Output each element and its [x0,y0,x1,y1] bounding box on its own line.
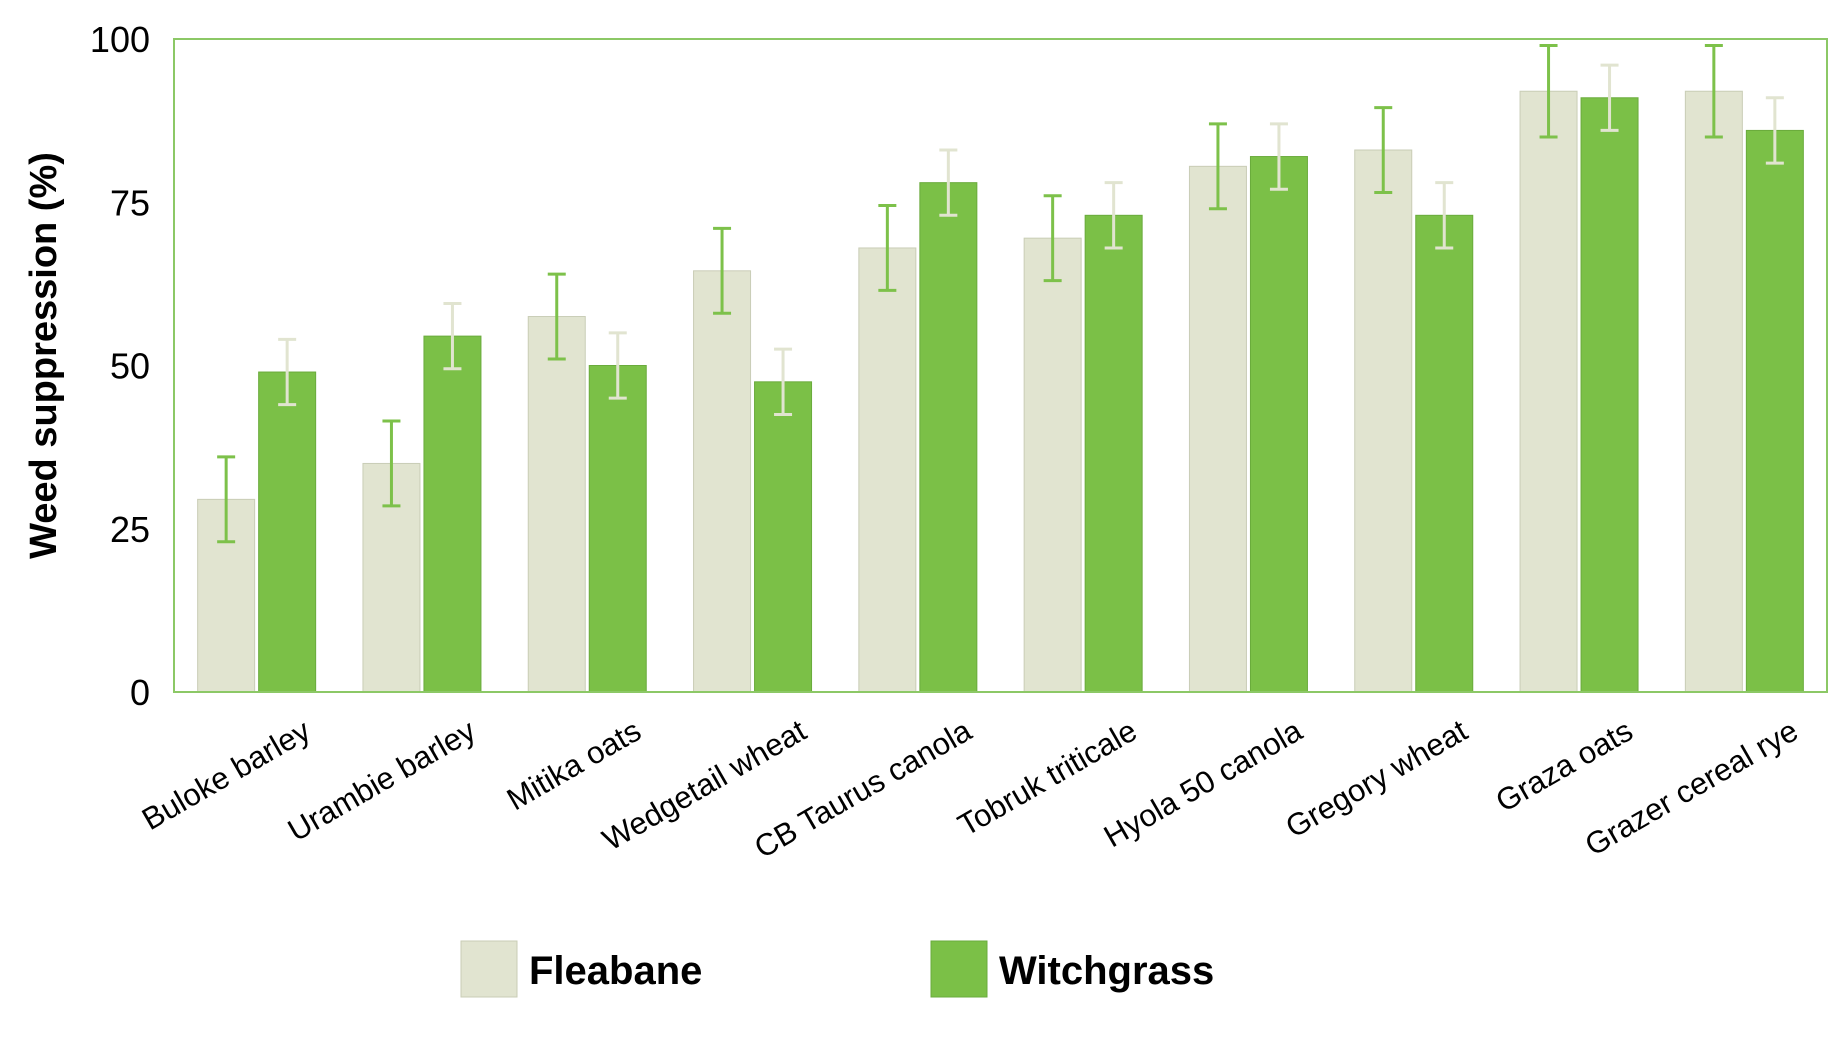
bar-fleabane [1684,90,1743,693]
error-bar-witchgrass [1104,181,1123,250]
error-bar-fleabane [878,204,897,292]
error-bar-witchgrass [443,301,462,371]
legend-swatch-fleabane [460,940,518,998]
error-bar-witchgrass [608,331,627,400]
legend-swatch-witchgrass [930,940,988,998]
y-tick-label: 75 [110,182,150,223]
bar-fleabane [693,270,752,693]
bar-witchgrass [1415,214,1474,693]
error-bar-fleabane [1208,122,1227,211]
y-tick-label: 50 [110,346,150,387]
error-bar-witchgrass [1269,122,1288,191]
plot-area-frame [173,38,1828,693]
legend-label-witchgrass: Witchgrass [999,949,1214,993]
bar-witchgrass [258,371,317,693]
legend: Fleabane Witchgrass [460,940,1214,998]
y-axis-title: Weed suppression (%) [23,152,65,559]
bar-fleabane [1519,90,1578,693]
bar-fleabane [1023,237,1082,693]
error-bar-fleabane [217,455,236,544]
error-bar-fleabane [1374,106,1393,194]
bar-fleabane [858,247,917,693]
legend-label-fleabane: Fleabane [529,949,702,993]
bar-witchgrass [1580,97,1639,693]
bar-fleabane [1354,149,1413,693]
bar-witchgrass [1249,156,1308,693]
error-bar-fleabane [382,419,401,508]
bar-witchgrass [754,381,813,693]
bar-witchgrass [1745,129,1804,693]
bar-fleabane [527,316,586,693]
error-bar-witchgrass [1600,63,1619,132]
bar-witchgrass [1084,214,1143,693]
y-tick-labels: 0 25 50 75 100 [90,19,150,713]
error-bar-fleabane [1043,194,1062,283]
error-bar-witchgrass [774,347,793,416]
x-tick-label: Gregory wheat [1280,713,1474,845]
x-tick-label: Urambie barley [282,713,482,849]
error-bar-fleabane [1539,44,1558,139]
bar-witchgrass [588,365,647,693]
error-bar-witchgrass [1435,181,1454,250]
bars [197,90,1804,693]
error-bar-witchgrass [939,148,958,217]
y-tick-label: 0 [130,672,150,713]
x-tick-label: Mitika oats [501,713,647,817]
error-bar-fleabane [547,272,566,361]
bar-fleabane [1188,165,1247,693]
error-bar-fleabane [713,226,732,315]
bar-witchgrass [919,182,978,693]
error-bar-witchgrass [278,337,297,407]
error-bars [217,44,1784,544]
bar-witchgrass [423,335,482,693]
error-bar-fleabane [1704,44,1723,139]
y-tick-label: 25 [110,509,150,550]
x-tick-label: Graza oats [1490,713,1639,819]
y-tick-label: 100 [90,19,150,60]
error-bar-witchgrass [1765,96,1784,165]
